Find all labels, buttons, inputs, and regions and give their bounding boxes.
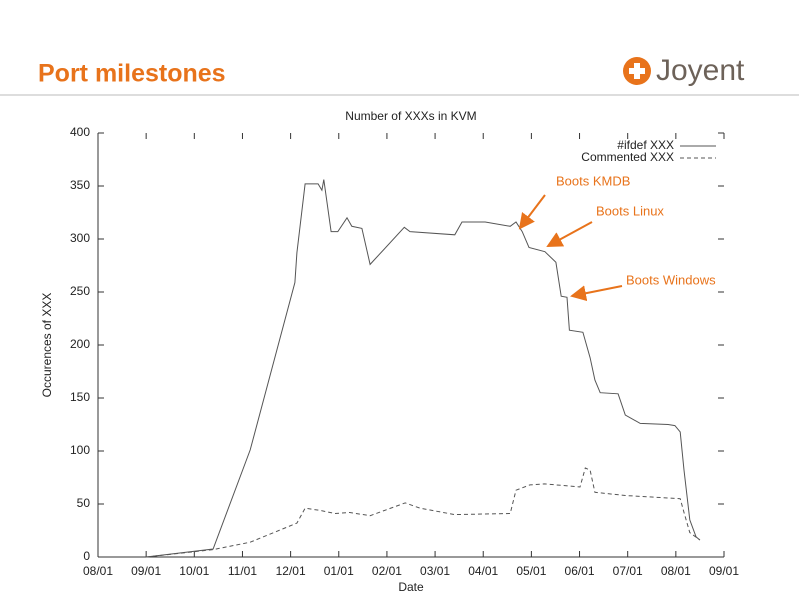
x-tick-label: 08/01 [661, 564, 691, 578]
series-line [146, 179, 701, 558]
x-tick-label: 06/01 [565, 564, 595, 578]
legend-label: #ifdef XXX [617, 138, 674, 152]
y-tick-label: 100 [70, 443, 90, 457]
logo-plus [634, 63, 640, 79]
y-tick-label: 400 [70, 125, 90, 139]
annotation: Boots Windows [626, 272, 716, 287]
y-tick-label: 200 [70, 337, 90, 351]
annotation: Boots Linux [596, 203, 664, 218]
x-tick-label: 04/01 [468, 564, 498, 578]
annotation-arrow [518, 194, 546, 230]
x-tick-label: 10/01 [179, 564, 209, 578]
x-tick-label: 12/01 [276, 564, 306, 578]
y-tick-label: 50 [77, 496, 91, 510]
y-tick-label: 0 [83, 549, 90, 563]
slide-title: Port milestones [38, 60, 226, 88]
y-tick-label: 350 [70, 178, 90, 192]
y-tick-label: 300 [70, 231, 90, 245]
logo: Joyent [623, 54, 745, 87]
y-axis-label: Occurences of XXX [40, 293, 54, 398]
x-tick-label: 03/01 [420, 564, 450, 578]
y-tick-label: 250 [70, 284, 90, 298]
x-tick-label: 01/01 [324, 564, 354, 578]
y-tick-label: 150 [70, 390, 90, 404]
x-tick-label: 05/01 [516, 564, 546, 578]
series-line [146, 467, 701, 558]
legend-label: Commented XXX [581, 150, 674, 164]
x-tick-label: 07/01 [613, 564, 643, 578]
x-tick-label: 02/01 [372, 564, 402, 578]
annotation-arrow [570, 285, 623, 302]
x-tick-label: 09/01 [709, 564, 739, 578]
x-tick-label: 09/01 [131, 564, 161, 578]
annotation-arrow [546, 221, 593, 247]
chart-title: Number of XXXs in KVM [345, 109, 476, 123]
x-tick-label: 11/01 [228, 564, 257, 578]
logo-text: Joyent [656, 54, 745, 87]
x-tick-label: 08/01 [83, 564, 113, 578]
x-axis-label: Date [398, 580, 424, 594]
annotation: Boots KMDB [556, 173, 630, 188]
